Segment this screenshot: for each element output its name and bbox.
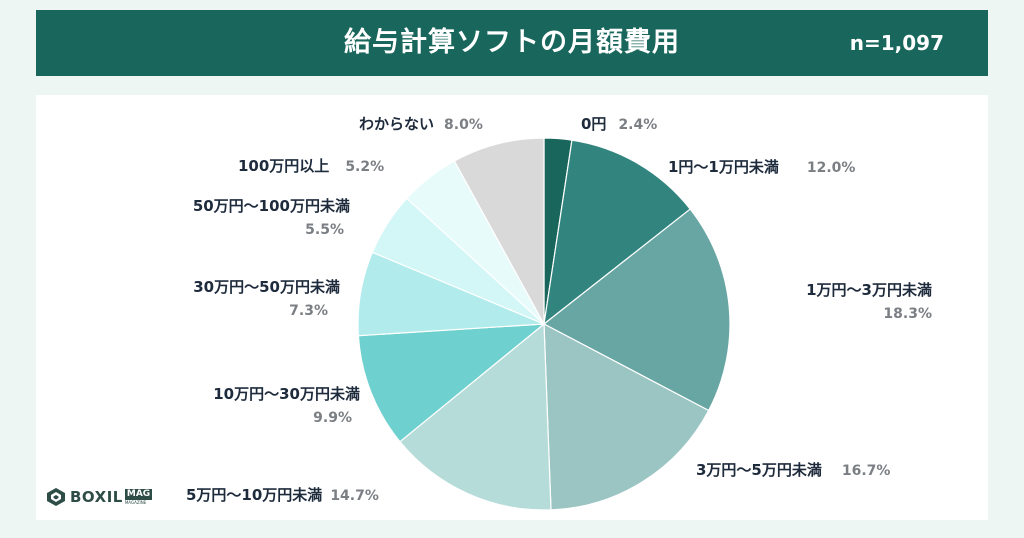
label-slice-1: 1円〜1万円未満 12.0% <box>668 158 856 176</box>
label-slice-2: 1万円〜3万円未満 18.3% <box>806 281 932 322</box>
pie-slice-1 <box>543 139 692 326</box>
label-slice-6: 30万円〜50万円未満 7.3% <box>193 278 340 319</box>
pie-slice-3 <box>543 322 710 511</box>
logo-badge: MAG <box>124 489 153 500</box>
label-slice-7: 50万円〜100万円未満 5.5% <box>192 197 350 238</box>
pie-slice-4 <box>399 322 552 511</box>
logo-sub: MAGAZINE <box>124 500 147 505</box>
pie-slice-2 <box>542 208 731 412</box>
label-slice-5: 10万円〜30万円未満 9.9% <box>213 385 360 426</box>
boxil-logo-icon <box>47 488 65 506</box>
label-slice-8: 100万円以上 5.2% <box>238 157 385 175</box>
boxil-mag-logo: BOXIL MAG MAGAZINE <box>46 486 153 508</box>
chart-header: 給与計算ソフトの月額費用 n=1,097 <box>36 10 988 76</box>
label-slice-4: 5万円〜10万円未満 14.7% <box>186 486 379 504</box>
sample-size: n=1,097 <box>849 31 944 55</box>
chart-title: 給与計算ソフトの月額費用 <box>344 27 680 58</box>
label-slice-3: 3万円〜5万円未満 16.7% <box>696 461 891 479</box>
pie-slice-5 <box>357 323 546 443</box>
pie-slice-9 <box>453 137 545 325</box>
label-slice-0: 0円 2.4% <box>581 115 658 133</box>
logo-mag: MAG MAGAZINE <box>124 489 153 505</box>
label-slice-9: わからない 8.0% <box>359 115 483 133</box>
logo-word: BOXIL <box>70 488 123 506</box>
